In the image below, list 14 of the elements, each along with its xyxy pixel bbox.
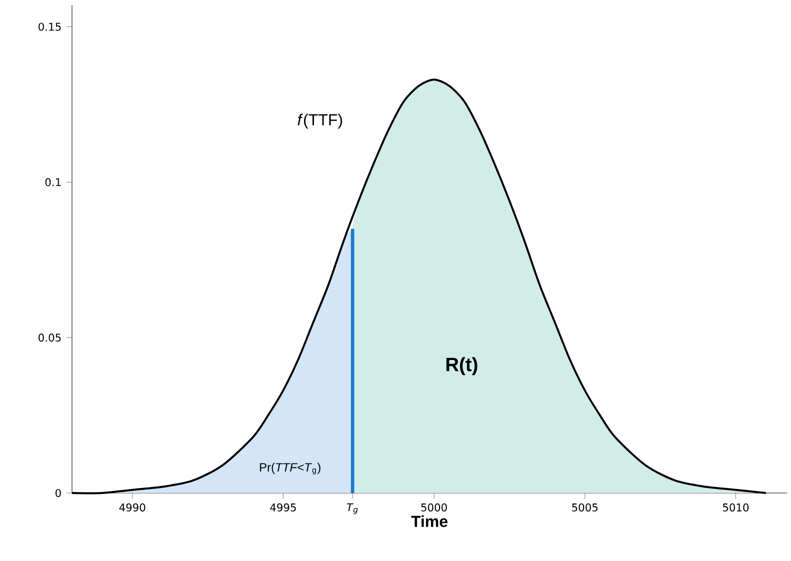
y-tick-label: 0.05: [38, 334, 61, 342]
x-tick-label: 5005: [572, 503, 598, 512]
x-tick-label: T$_{g}$: [346, 503, 358, 514]
y-tick-label: 0.15: [38, 22, 61, 31]
annotation: Pr(TTF<T$_{g}$): [260, 462, 320, 474]
x-tick-label: 5000: [421, 503, 447, 512]
x-tick-label: 4995: [270, 503, 296, 512]
y-tick-label: 0.1: [45, 178, 61, 186]
annotation: f(TTF): [298, 114, 342, 129]
annotation: R(t): [446, 357, 478, 376]
y-tick-label: 0: [56, 488, 61, 498]
x-axis-title: Time: [411, 515, 448, 528]
x-tick-label: 5010: [722, 503, 749, 512]
x-tick-label: 4990: [119, 503, 146, 512]
